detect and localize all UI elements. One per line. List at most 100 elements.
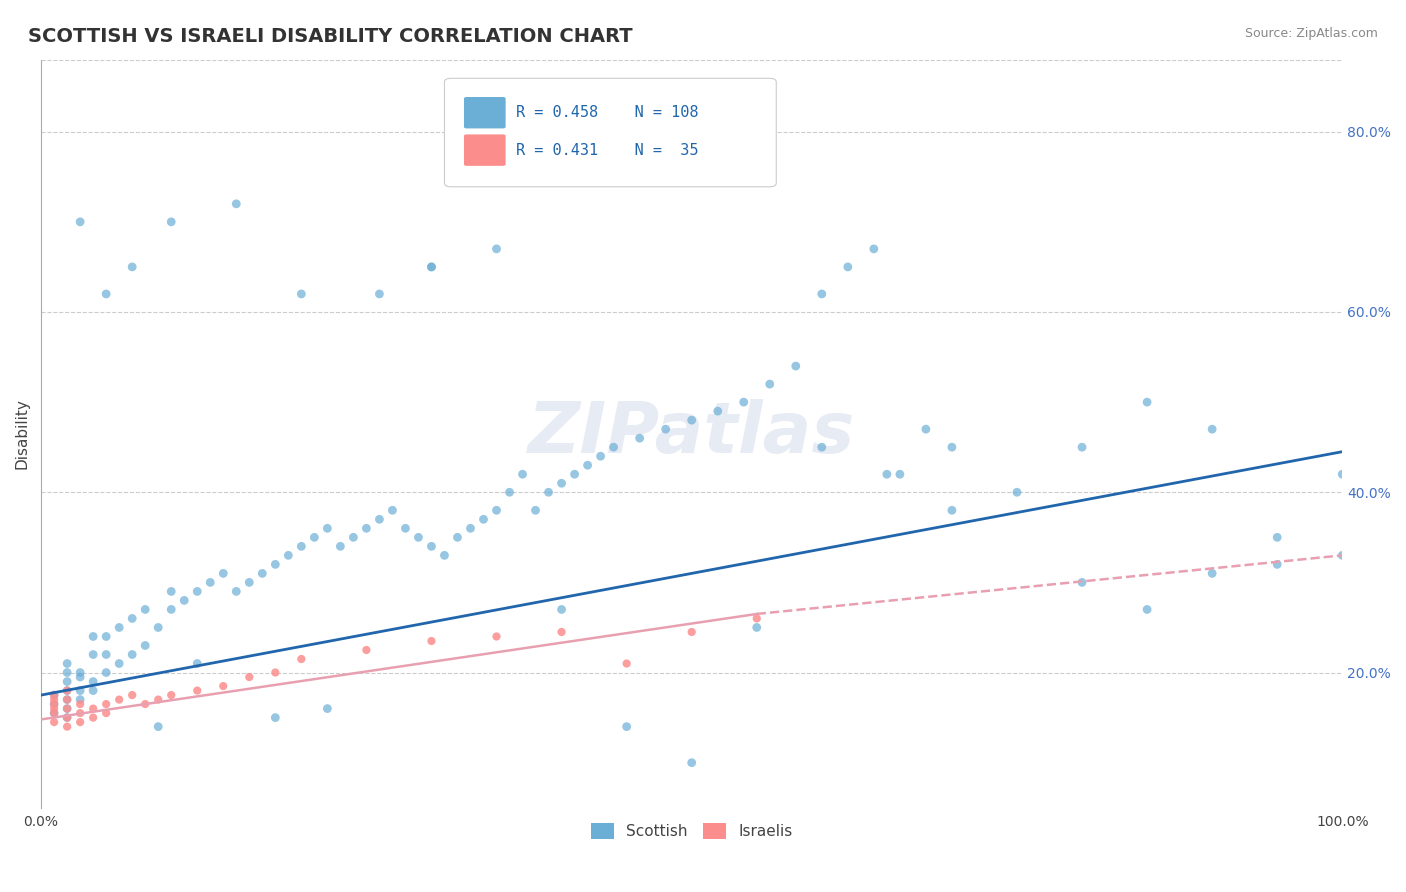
Text: SCOTTISH VS ISRAELI DISABILITY CORRELATION CHART: SCOTTISH VS ISRAELI DISABILITY CORRELATI…: [28, 27, 633, 45]
Point: [745, 620, 768, 634]
Point: [810, 287, 832, 301]
Point: [550, 476, 572, 491]
Point: [56, 683, 79, 698]
Point: [512, 467, 534, 482]
Point: [408, 530, 430, 544]
Point: [82, 710, 104, 724]
Point: [238, 575, 260, 590]
Point: [186, 657, 208, 671]
Point: [1331, 549, 1354, 563]
Text: R = 0.458    N = 108: R = 0.458 N = 108: [516, 105, 699, 120]
Point: [160, 688, 183, 702]
Point: [96, 287, 118, 301]
Point: [108, 657, 131, 671]
Y-axis label: Disability: Disability: [15, 398, 30, 469]
Point: [1201, 566, 1223, 581]
Point: [212, 566, 235, 581]
Point: [69, 683, 91, 698]
Point: [785, 359, 807, 373]
Legend: Scottish, Israelis: Scottish, Israelis: [585, 817, 799, 845]
Point: [446, 530, 468, 544]
Point: [56, 710, 79, 724]
Point: [1136, 395, 1159, 409]
Point: [56, 665, 79, 680]
Text: Source: ZipAtlas.com: Source: ZipAtlas.com: [1244, 27, 1378, 40]
Point: [745, 611, 768, 625]
Point: [42, 692, 65, 706]
Point: [329, 539, 352, 553]
Point: [56, 657, 79, 671]
Point: [876, 467, 898, 482]
Point: [472, 512, 495, 526]
Point: [616, 657, 638, 671]
Point: [186, 584, 208, 599]
Point: [264, 710, 287, 724]
Point: [628, 431, 651, 445]
Point: [264, 558, 287, 572]
Point: [941, 440, 963, 454]
Point: [941, 503, 963, 517]
Point: [56, 701, 79, 715]
FancyBboxPatch shape: [464, 97, 506, 128]
Point: [277, 549, 299, 563]
Point: [420, 634, 443, 648]
Point: [108, 692, 131, 706]
Point: [368, 287, 391, 301]
Point: [225, 196, 247, 211]
Point: [96, 706, 118, 720]
Point: [96, 665, 118, 680]
Point: [264, 665, 287, 680]
Point: [485, 503, 508, 517]
Point: [121, 648, 143, 662]
Point: [96, 630, 118, 644]
Point: [356, 643, 378, 657]
Point: [576, 458, 599, 473]
Point: [186, 683, 208, 698]
Point: [225, 584, 247, 599]
Point: [82, 630, 104, 644]
Point: [82, 648, 104, 662]
Point: [1265, 530, 1288, 544]
Point: [56, 692, 79, 706]
Point: [498, 485, 520, 500]
Point: [42, 715, 65, 730]
Point: [82, 674, 104, 689]
Point: [42, 706, 65, 720]
Point: [420, 260, 443, 274]
Point: [915, 422, 938, 436]
Point: [433, 549, 456, 563]
Point: [304, 530, 326, 544]
Point: [69, 215, 91, 229]
Point: [108, 620, 131, 634]
Point: [602, 440, 624, 454]
Point: [863, 242, 886, 256]
Point: [485, 630, 508, 644]
Point: [160, 215, 183, 229]
Point: [681, 756, 703, 770]
Point: [810, 440, 832, 454]
Point: [889, 467, 911, 482]
Point: [252, 566, 274, 581]
Point: [69, 692, 91, 706]
Point: [238, 670, 260, 684]
Point: [96, 648, 118, 662]
Text: ZIPatlas: ZIPatlas: [529, 400, 855, 468]
Point: [69, 670, 91, 684]
Point: [56, 683, 79, 698]
Point: [1265, 558, 1288, 572]
Point: [616, 720, 638, 734]
Point: [160, 584, 183, 599]
Point: [56, 710, 79, 724]
Point: [212, 679, 235, 693]
Point: [69, 697, 91, 711]
Point: [290, 287, 312, 301]
Point: [342, 530, 364, 544]
Point: [550, 624, 572, 639]
Point: [290, 539, 312, 553]
Point: [82, 701, 104, 715]
Point: [42, 706, 65, 720]
Point: [1331, 467, 1354, 482]
Point: [42, 697, 65, 711]
Point: [56, 674, 79, 689]
Point: [290, 652, 312, 666]
